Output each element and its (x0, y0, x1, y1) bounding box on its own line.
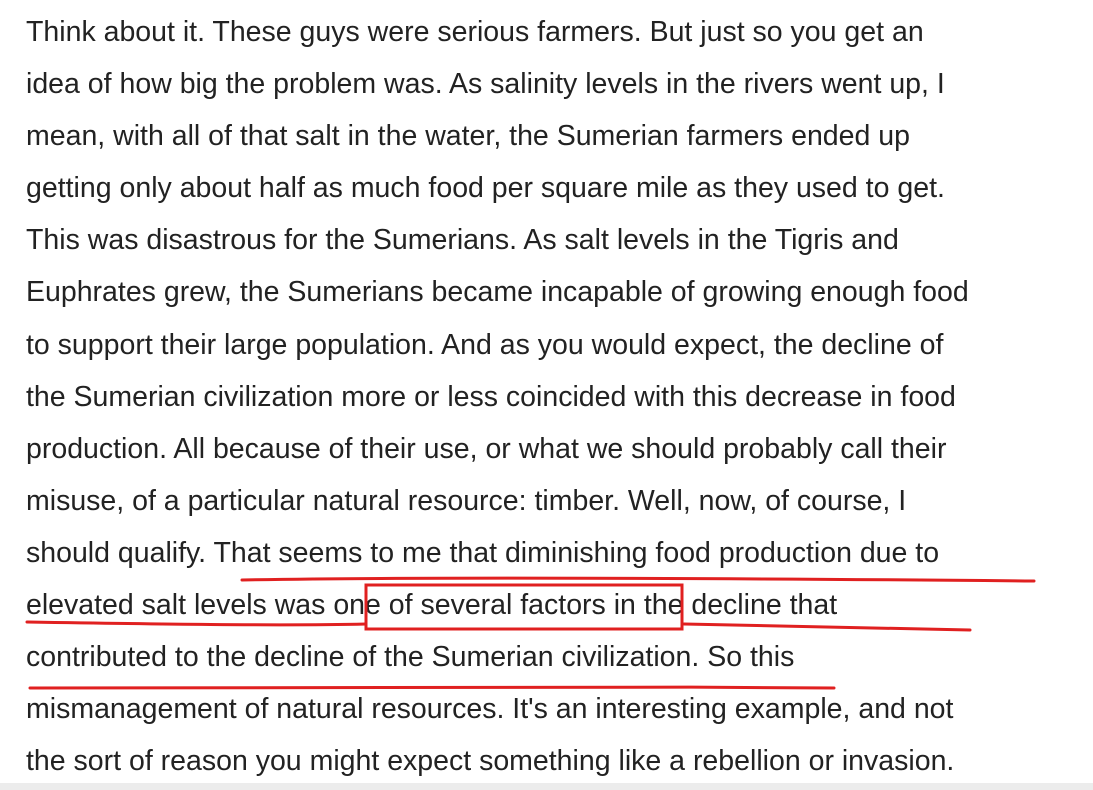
passage-line-5: This was disastrous for the Sumerians. A… (26, 224, 899, 257)
passage-line-11: should qualify. That seems to me that di… (26, 536, 940, 569)
passage-line-15: the sort of reason you might expect some… (26, 745, 955, 778)
lecture-passage: Think about it. These guys were serious … (26, 6, 1091, 787)
passage-line-9: production. All because of their use, or… (26, 432, 947, 465)
passage-line-12: elevated salt levels was one of several … (26, 589, 838, 622)
passage-line-2: idea of how big the problem was. As sali… (26, 68, 945, 101)
passage-line-6: Euphrates grew, the Sumerians became inc… (26, 276, 969, 309)
passage-line-10: misuse, of a particular natural resource… (26, 484, 907, 517)
passage-line-1: Think about it. These guys were serious … (26, 16, 924, 48)
passage-line-4: getting only about half as much food per… (26, 172, 945, 205)
bottom-scroll-strip (0, 783, 1093, 790)
passage-line-13: contributed to the decline of the Sumeri… (26, 641, 795, 674)
passage-line-14: mismanagement of natural resources. It's… (26, 693, 954, 726)
passage-line-3: mean, with all of that salt in the water… (26, 120, 910, 153)
passage-line-7: to support their large population. And a… (26, 328, 944, 361)
passage-line-8: the Sumerian civilization more or less c… (26, 380, 956, 413)
